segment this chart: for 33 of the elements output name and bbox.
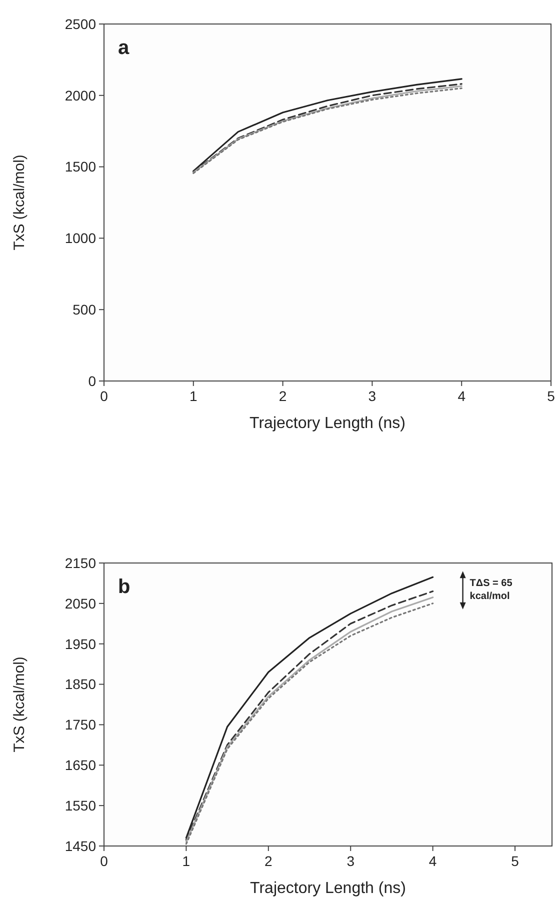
x-tick-label: 0 (100, 853, 108, 869)
y-tick-label: 2000 (64, 87, 96, 104)
x-tick-label: 0 (100, 388, 108, 404)
y-tick-label: 1000 (64, 230, 96, 246)
y-tick-label: 1450 (64, 838, 96, 854)
x-axis-title: Trajectory Length (ns) (250, 880, 406, 897)
y-tick-label: 0 (88, 372, 96, 389)
x-tick-label: 2 (264, 853, 273, 869)
y-tick-label: 500 (72, 302, 96, 318)
x-tick-label: 1 (190, 388, 198, 404)
x-axis-title: Trajectory Length (ns) (250, 415, 406, 432)
y-tick-label: 1550 (64, 797, 96, 814)
x-tick-label: 4 (428, 853, 437, 869)
y-tick-label: 1650 (64, 757, 96, 774)
y-axis-title: TxS (kcal/mol) (11, 154, 28, 250)
y-tick-label: 2150 (64, 554, 96, 571)
text: a (118, 37, 130, 59)
x-tick-label: 3 (346, 853, 355, 869)
y-tick-label: 2500 (64, 16, 96, 32)
y-tick-label: 1950 (64, 636, 96, 652)
text: b (118, 576, 130, 598)
x-tick-label: 4 (458, 388, 466, 404)
y-tick-label: 1750 (64, 716, 96, 733)
x-tick-label: 3 (368, 388, 376, 404)
annotation: TΔS = 65 kcal/mol (470, 578, 513, 602)
x-tick-label: 5 (547, 388, 555, 404)
y-tick-label: 2050 (64, 595, 96, 612)
y-axis-title: TxS (kcal/mol) (11, 656, 28, 752)
x-tick-label: 2 (278, 388, 287, 404)
y-tick-label: 1850 (64, 676, 96, 692)
x-tick-label: 5 (511, 853, 520, 869)
x-tick-label: 1 (182, 853, 190, 869)
y-tick-label: 1500 (64, 158, 96, 175)
